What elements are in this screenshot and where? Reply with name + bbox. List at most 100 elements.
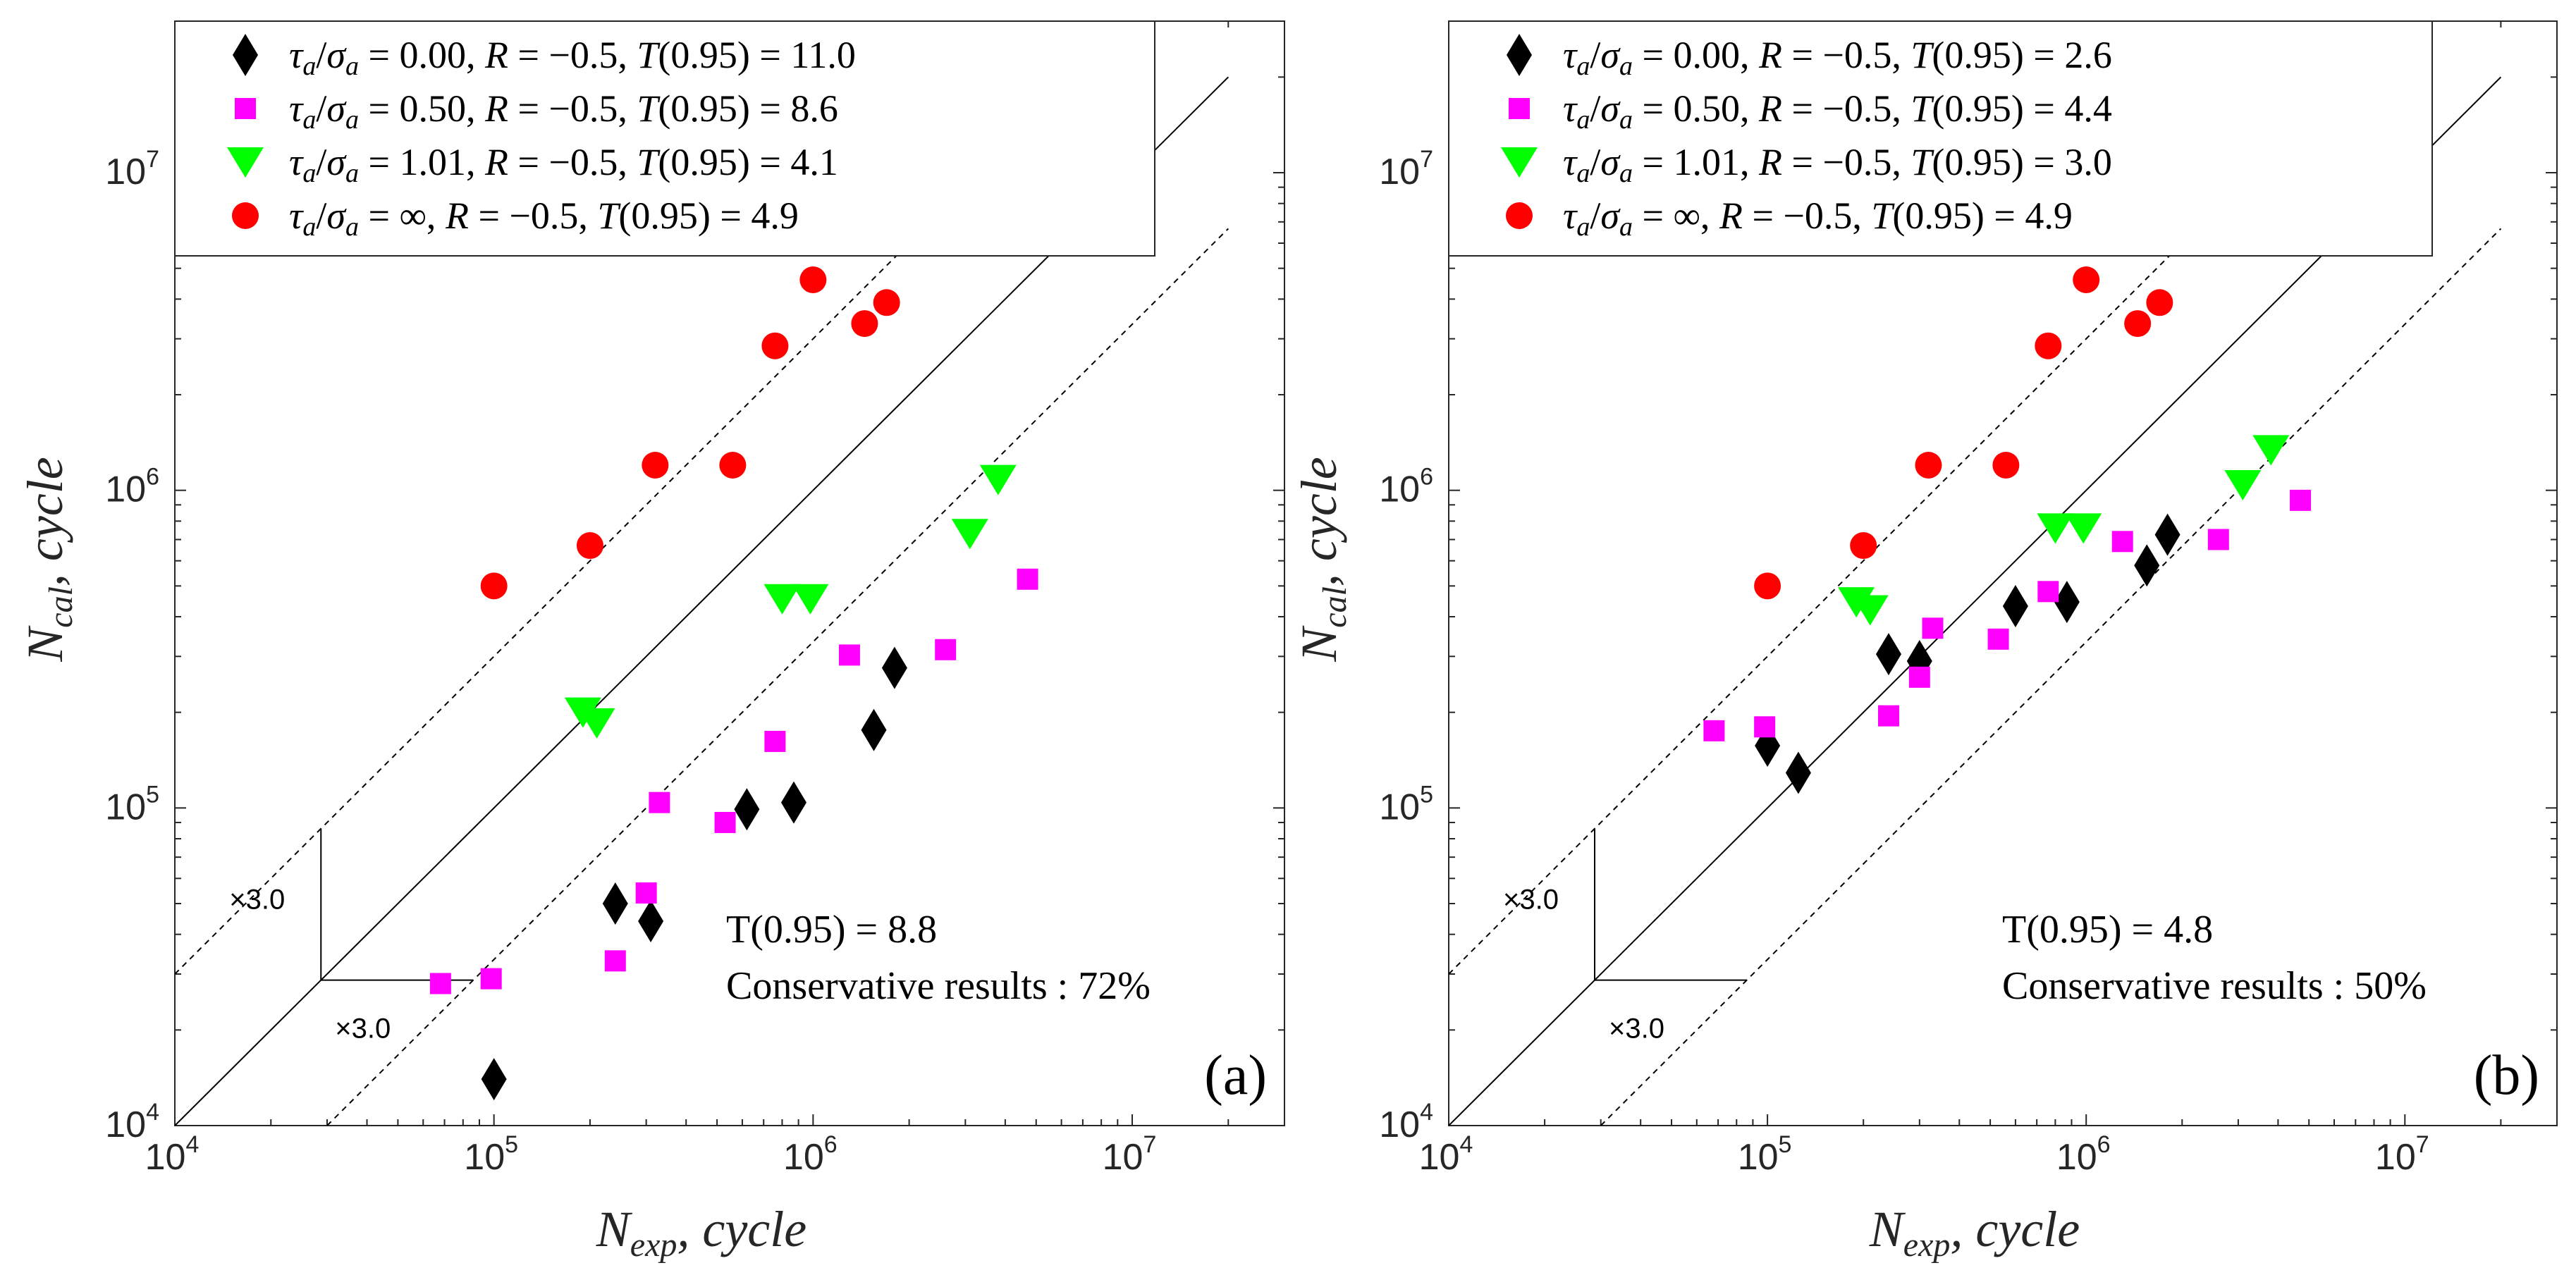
x-axis-symbol: N [596, 1201, 633, 1257]
legend-t-symbol: T [1871, 195, 1895, 237]
legend-r-symbol: R [1758, 34, 1782, 76]
y-axis-label: Ncal, cycle [17, 457, 80, 663]
legend-entry: τa/σa = 0.00, R = −0.5, T(0.95) = 2.6 [1563, 34, 2112, 81]
tick-exponent: 4 [1420, 1099, 1433, 1126]
legend-slash: / [1590, 87, 1600, 130]
y-axis-subscript: cal [1316, 586, 1354, 628]
legend-sub: a [1576, 105, 1590, 135]
legend-t-value: (0.95) = 4.9 [618, 195, 798, 237]
annotation-line-2: Conservative results : 50% [2002, 964, 2427, 1008]
y-axis-symbol: N [1291, 625, 1347, 663]
data-point-triangle-down [792, 584, 829, 615]
legend-tau: τ [289, 195, 304, 237]
legend-r-symbol: R [484, 87, 508, 130]
x-tick-label: 105 [1738, 1131, 1792, 1178]
tick-exponent: 6 [2097, 1131, 2111, 1158]
legend-sub: a [302, 105, 316, 135]
legend-sub: a [1576, 212, 1590, 242]
annotation-line-1: T(0.95) = 8.8 [726, 908, 937, 951]
x-tick-label: 105 [464, 1131, 518, 1178]
legend-t-symbol: T [1910, 141, 1934, 183]
data-point-circle [1754, 572, 1781, 600]
tick-base: 10 [105, 152, 146, 192]
factor-label-vertical: ×3.0 [229, 885, 285, 916]
legend-slash: / [1590, 141, 1600, 183]
tick-exponent: 6 [146, 464, 159, 491]
data-point-diamond [2134, 544, 2160, 587]
tick-exponent: 4 [185, 1131, 199, 1158]
legend-marker-triangle-down [1501, 147, 1538, 178]
tick-exponent: 7 [1143, 1131, 1156, 1158]
legend-sub: a [1619, 159, 1633, 188]
legend-tau: τ [1563, 195, 1578, 237]
legend-tau: τ [1563, 141, 1578, 183]
y-tick-label: 104 [105, 1099, 159, 1145]
legend: τa/σa = 0.00, R = −0.5, T(0.95) = 2.6τa/… [1448, 20, 2433, 257]
legend-sub: a [345, 159, 359, 188]
legend-ratio-value: = 0.50, [359, 87, 485, 130]
data-point-diamond [481, 1058, 507, 1101]
data-point-circle [2035, 332, 2062, 359]
series-triangle-down [1838, 435, 2290, 626]
data-point-square [1754, 716, 1776, 738]
legend-sub: a [1576, 159, 1590, 188]
legend-r-value: = −0.5, [1782, 87, 1910, 130]
tick-exponent: 5 [1420, 781, 1433, 808]
tick-base: 10 [105, 469, 146, 510]
data-point-triangle-down [2224, 470, 2262, 501]
legend-ratio-value: = 1.01, [359, 141, 485, 183]
legend-sigma: σ [1600, 87, 1621, 130]
legend-t-symbol: T [1910, 34, 1934, 76]
legend-sub: a [302, 159, 316, 188]
legend-t-symbol: T [637, 34, 661, 76]
data-point-square [2290, 489, 2312, 511]
annotation-line-1: T(0.95) = 4.8 [2002, 908, 2213, 951]
legend-sigma: σ [326, 87, 347, 130]
legend-sub: a [1619, 212, 1633, 242]
data-point-square [1877, 705, 1899, 727]
legend-sub: a [302, 212, 316, 242]
tick-base: 10 [1103, 1137, 1143, 1178]
data-point-circle [2146, 289, 2173, 316]
data-point-diamond [881, 646, 907, 689]
data-point-square [1908, 666, 1930, 688]
data-point-circle [1850, 532, 1877, 560]
legend-marker-square [235, 98, 256, 119]
y-axis-suffix: , cycle [1291, 457, 1347, 586]
y-axis-label: Ncal, cycle [1291, 457, 1354, 663]
y-tick-label: 105 [1379, 781, 1433, 827]
legend-entry: τa/σa = 0.00, R = −0.5, T(0.95) = 11.0 [289, 34, 856, 81]
tick-base: 10 [105, 787, 146, 827]
y-tick-label: 105 [105, 781, 159, 827]
x-axis-label: Nexp, cycle [1869, 1201, 2080, 1264]
data-point-square [714, 811, 736, 833]
legend-t-symbol: T [597, 195, 621, 237]
data-point-circle [719, 451, 747, 479]
legend-entry: τa/σa = ∞, R = −0.5, T(0.95) = 4.9 [289, 195, 799, 242]
y-tick-label: 106 [1379, 464, 1433, 510]
legend-ratio-value: = 0.00, [1633, 34, 1759, 76]
panel-label: (a) [1204, 1045, 1267, 1107]
data-point-circle [761, 332, 789, 359]
legend-marker-circle [232, 202, 259, 229]
x-axis-symbol: N [1869, 1201, 1906, 1257]
tick-base: 10 [1379, 787, 1420, 827]
data-point-square [1987, 628, 2009, 650]
x-axis-label: Nexp, cycle [596, 1201, 806, 1264]
tick-base: 10 [1379, 469, 1420, 510]
x-tick-label: 107 [2375, 1131, 2429, 1178]
tick-base: 10 [783, 1137, 824, 1178]
tick-exponent: 7 [2416, 1131, 2429, 1158]
data-point-square [635, 882, 657, 904]
legend-tau: τ [1563, 34, 1578, 76]
data-point-square [2111, 531, 2133, 553]
data-point-circle [851, 310, 878, 338]
tick-base: 10 [1379, 152, 1420, 192]
y-axis-symbol: N [17, 625, 73, 663]
legend-r-symbol: R [1719, 195, 1743, 237]
x-tick-label: 107 [1103, 1131, 1157, 1178]
data-point-circle [1915, 451, 1942, 479]
legend-sigma: σ [1600, 195, 1621, 237]
series-diamond [481, 646, 907, 1101]
